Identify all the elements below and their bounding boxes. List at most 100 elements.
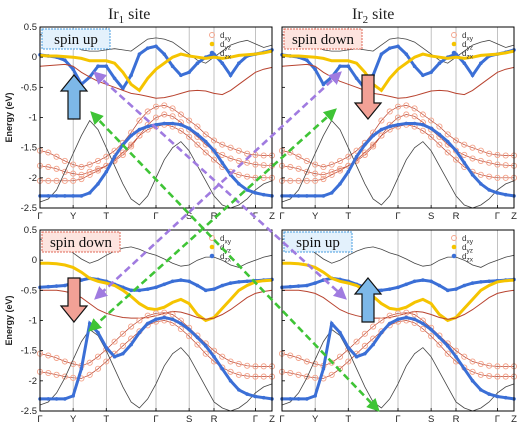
dzx-point xyxy=(387,124,392,129)
legend-marker xyxy=(451,235,457,241)
dxy-point xyxy=(444,131,451,138)
legend-label: dzx xyxy=(462,49,474,61)
dzx-point xyxy=(470,173,475,177)
dxy-point xyxy=(461,141,468,148)
dxy-point xyxy=(452,137,460,144)
dzx-point xyxy=(404,121,409,126)
dzx-point xyxy=(79,366,84,371)
dzx-point xyxy=(87,321,92,326)
dzx-point xyxy=(487,188,491,192)
x-tick-label: R xyxy=(211,414,218,425)
dzx-point xyxy=(412,121,417,126)
dxy-point xyxy=(70,360,77,367)
dzx-point xyxy=(421,321,425,326)
x-tick-label: Γ xyxy=(253,414,258,425)
dzx-point xyxy=(338,64,342,69)
dzx-point xyxy=(412,279,417,284)
x-tick-label: T xyxy=(345,414,351,425)
dxy-point xyxy=(61,168,68,175)
dzx-point xyxy=(71,394,75,398)
dzx-point xyxy=(429,279,433,284)
dxy-point xyxy=(436,341,443,348)
dzx-point xyxy=(112,354,117,359)
dxy-point xyxy=(502,373,509,380)
legend-label: dzx xyxy=(220,49,232,61)
dzx-point xyxy=(313,194,317,198)
dzx-point xyxy=(429,327,433,332)
spin-badge-label: spin up xyxy=(296,235,340,251)
dxy-point xyxy=(444,149,451,156)
dzx-point xyxy=(412,317,417,322)
legend-marker xyxy=(209,50,215,56)
dxy-point xyxy=(411,105,418,112)
dzx-point xyxy=(170,121,175,126)
dxy-point xyxy=(486,150,493,157)
dxy-point xyxy=(436,141,443,148)
x-tick-label: T xyxy=(103,414,109,425)
dzx-point xyxy=(346,345,351,350)
y-tick-label: -1.5 xyxy=(21,346,37,357)
x-tick-label: Z xyxy=(269,211,275,222)
dzx-point xyxy=(305,397,309,401)
dzx-point xyxy=(379,288,384,293)
dxy-point xyxy=(45,149,52,156)
dzx-point xyxy=(63,194,67,198)
x-tick-label: S xyxy=(428,414,434,425)
dzx-point xyxy=(346,64,351,69)
dzx-point xyxy=(445,344,450,348)
dxy-point xyxy=(61,358,68,365)
dzx-point xyxy=(462,366,467,371)
dzx-point xyxy=(121,351,125,356)
dxy-point xyxy=(477,171,484,178)
dzx-point xyxy=(495,191,500,195)
dzx-point xyxy=(437,283,442,288)
dzx-point xyxy=(179,321,183,326)
dzx-point xyxy=(220,61,225,65)
dzx-point xyxy=(363,351,367,356)
dzx-point xyxy=(396,285,400,290)
dzx-point xyxy=(137,330,142,335)
dzx-point xyxy=(354,154,359,159)
legend-label: dxy xyxy=(462,234,474,246)
dxy-point xyxy=(486,159,493,166)
legend-label: dxy xyxy=(220,31,232,43)
dzx-point xyxy=(479,182,483,186)
dzx-point xyxy=(54,397,59,401)
dxy-point xyxy=(61,157,68,164)
dzx-point xyxy=(354,76,359,81)
dxy-point xyxy=(411,113,418,120)
x-tick-label: Y xyxy=(70,211,77,222)
dzx-point xyxy=(145,124,150,129)
dzx-point xyxy=(154,317,158,322)
dzx-point xyxy=(387,287,392,291)
dzx-point xyxy=(170,279,175,284)
dzx-point xyxy=(321,194,326,198)
dxy-point xyxy=(70,374,77,381)
x-tick-label: Γ xyxy=(495,414,500,425)
dzx-point xyxy=(112,76,117,81)
legend-marker xyxy=(209,253,215,259)
dzx-point xyxy=(379,127,384,132)
legend-marker xyxy=(451,244,457,250)
dxy-point xyxy=(494,151,501,158)
dzx-point xyxy=(228,73,233,78)
dzx-point xyxy=(79,194,84,198)
dzx-point xyxy=(228,379,233,383)
dxy-point xyxy=(502,174,509,181)
dzx-point xyxy=(421,73,425,78)
y-tick-label: 0.5 xyxy=(24,22,37,33)
dxy-point xyxy=(53,354,60,361)
y-axis-label: Energy (eV) xyxy=(4,295,14,345)
dzx-point xyxy=(379,330,384,335)
dzx-point xyxy=(404,52,409,56)
x-tick-label: Γ xyxy=(153,414,158,425)
dxy-point xyxy=(477,360,484,367)
x-tick-label: Y xyxy=(312,211,319,222)
dzx-point xyxy=(371,133,375,138)
dzx-point xyxy=(129,288,133,293)
x-tick-label: Y xyxy=(312,414,319,425)
dzx-point xyxy=(187,70,191,75)
dyz-band xyxy=(281,49,515,93)
dzx-point xyxy=(454,354,458,359)
